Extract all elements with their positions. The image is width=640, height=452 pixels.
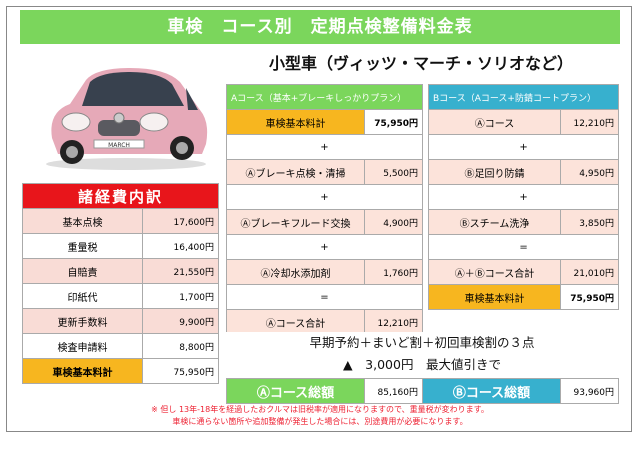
- plate-text: MARCH: [108, 142, 130, 149]
- table-row: 基本点検 17,600円: [22, 208, 220, 234]
- table-row: Ⓐブレーキフルード交換 4,900円: [226, 209, 423, 235]
- course-b-value: 4,950円: [559, 159, 620, 185]
- plus-sign: +: [226, 134, 423, 160]
- plus-sign: +: [226, 184, 423, 210]
- cost-label: 検査申請料: [22, 333, 143, 359]
- course-b-header: Bコース（Aコース+防錆コートプラン）: [427, 84, 620, 110]
- plus-sign: +: [427, 134, 620, 160]
- course-a-table: Aコース（基本+ブレーキしっかりプラン） 車検基本料計 75,950円 + Ⓐブ…: [226, 84, 423, 335]
- table-row: Ⓐ冷却水添加剤 1,760円: [226, 259, 423, 285]
- table-row: Ⓐ＋Ⓑコース合計 21,010円: [428, 259, 620, 285]
- course-a-total-label: Ⓐコース総額: [226, 378, 365, 404]
- course-b-table: Bコース（Aコース+防錆コートプラン） Ⓐコース 12,210円 + Ⓑ足回り防…: [427, 84, 620, 310]
- table-row: =: [226, 284, 423, 310]
- table-row: 車検基本料計 75,950円: [428, 284, 620, 310]
- course-a-value: 75,950円: [364, 109, 423, 135]
- footnote: ※ 但し 13年-18年を経過したおクルマは旧税率が適用になりますので、重量税が…: [151, 405, 489, 414]
- course-totals: Ⓐコース総額 85,160円 Ⓑコース総額 93,960円: [226, 378, 619, 404]
- table-row: Ⓐコース 12,210円: [428, 109, 620, 135]
- cost-value: 9,900円: [141, 308, 220, 334]
- cost-value: 17,600円: [141, 208, 220, 234]
- vehicle-class-title: 小型車（ヴィッツ・マーチ・ソリオなど）: [268, 54, 573, 73]
- cost-label: 印紙代: [22, 283, 143, 309]
- equals-sign: =: [427, 234, 620, 260]
- table-row: =: [427, 234, 620, 260]
- table-row: Ⓑ足回り防錆 4,950円: [428, 159, 620, 185]
- course-a-label: Ⓐ冷却水添加剤: [226, 259, 365, 285]
- cost-value: 8,800円: [141, 333, 220, 359]
- course-b-value: 12,210円: [559, 109, 620, 135]
- course-b-base-label: 車検基本料計: [428, 284, 561, 310]
- course-a-value: 4,900円: [364, 209, 423, 235]
- table-row: 重量税 16,400円: [22, 233, 220, 259]
- cost-label: 基本点検: [22, 208, 143, 234]
- cost-value: 21,550円: [141, 258, 220, 284]
- page-title: 車検 コース別 定期点検整備料金表: [20, 10, 620, 44]
- cost-total-value: 75,950円: [141, 358, 220, 384]
- course-b-total-label: Ⓑコース総額: [422, 378, 561, 404]
- course-a-subtotal-label: Ⓐコース合計: [226, 309, 365, 335]
- table-row: Ⓐブレーキ点検・清掃 5,500円: [226, 159, 423, 185]
- table-row: 印紙代 1,700円: [22, 283, 220, 309]
- promo-line-2: ▲ 3,000円 最大値引きで: [343, 357, 501, 372]
- cost-label: 自賠責: [22, 258, 143, 284]
- plus-sign: +: [427, 184, 620, 210]
- table-row: 自賠責 21,550円: [22, 258, 220, 284]
- course-a-label: 車検基本料計: [226, 109, 365, 135]
- course-a-header: Aコース（基本+ブレーキしっかりプラン）: [226, 84, 423, 110]
- license-plate: [93, 139, 145, 149]
- cost-label: 更新手数料: [22, 308, 143, 334]
- course-a-subtotal-value: 12,210円: [364, 309, 423, 335]
- course-b-label: Ⓑ足回り防錆: [428, 159, 561, 185]
- table-row: 車検基本料計 75,950円: [22, 358, 220, 384]
- footnote: 車検に通らない箇所や追加整備が発生した場合には、別途費用が必要になります。: [172, 417, 468, 426]
- car-illustration: MARCH: [46, 68, 208, 170]
- course-a-total-value: 85,160円: [364, 378, 423, 404]
- course-b-value: 3,850円: [559, 209, 620, 235]
- cost-value: 1,700円: [141, 283, 220, 309]
- course-b-label: Ⓐコース: [428, 109, 561, 135]
- table-row: +: [226, 184, 423, 210]
- cost-value: 16,400円: [141, 233, 220, 259]
- table-row: 車検基本料計 75,950円: [226, 109, 423, 135]
- cost-label: 重量税: [22, 233, 143, 259]
- course-b-label: Ⓑスチーム洗浄: [428, 209, 561, 235]
- table-row: Ⓐコース合計 12,210円: [226, 309, 423, 335]
- course-b-base-value: 75,950円: [559, 284, 620, 310]
- plus-sign: +: [226, 234, 423, 260]
- table-row: 更新手数料 9,900円: [22, 308, 220, 334]
- table-row: +: [226, 134, 423, 160]
- table-row: +: [226, 234, 423, 260]
- cost-total-label: 車検基本料計: [22, 358, 143, 384]
- table-row: +: [427, 134, 620, 160]
- equals-sign: =: [226, 284, 423, 310]
- cost-breakdown-table: 諸経費内訳 基本点検 17,600円 重量税 16,400円 自賠責 21,55…: [21, 183, 220, 384]
- course-b-subtotal-value: 21,010円: [559, 259, 620, 285]
- table-row: +: [427, 184, 620, 210]
- table-row: Ⓐコース総額 85,160円 Ⓑコース総額 93,960円: [226, 378, 619, 404]
- course-a-label: Ⓐブレーキ点検・清掃: [226, 159, 365, 185]
- course-a-value: 5,500円: [364, 159, 423, 185]
- discount-promo: 早期予約＋まいど割＋初回車検割の３点 ▲ 3,000円 最大値引きで: [226, 332, 618, 376]
- cost-breakdown-header: 諸経費内訳: [21, 183, 220, 209]
- table-row: Ⓑスチーム洗浄 3,850円: [428, 209, 620, 235]
- course-b-total-value: 93,960円: [560, 378, 619, 404]
- course-a-label: Ⓐブレーキフルード交換: [226, 209, 365, 235]
- course-a-value: 1,760円: [364, 259, 423, 285]
- promo-line-1: 早期予約＋まいど割＋初回車検割の３点: [309, 335, 535, 350]
- footnotes: ※ 但し 13年-18年を経過したおクルマは旧税率が適用になりますので、重量税が…: [10, 404, 630, 428]
- course-b-subtotal-label: Ⓐ＋Ⓑコース合計: [428, 259, 561, 285]
- table-row: 検査申請料 8,800円: [22, 333, 220, 359]
